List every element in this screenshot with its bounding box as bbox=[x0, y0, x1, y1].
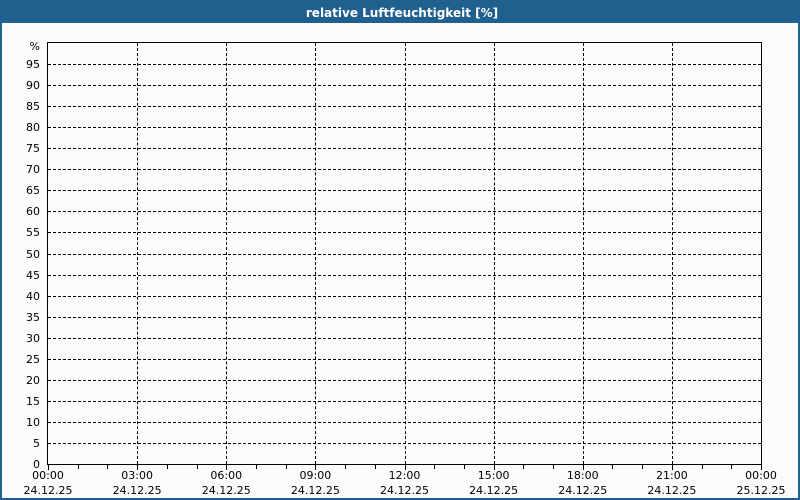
x-tick-minor bbox=[612, 465, 614, 469]
y-tick-label: 20 bbox=[26, 373, 40, 387]
y-tick-label: 40 bbox=[26, 289, 40, 303]
y-tick-label: 75 bbox=[26, 142, 40, 156]
x-tick-label-date: 24.12.25 bbox=[290, 484, 340, 497]
x-tick-label: 00:00 25.12.25 bbox=[716, 468, 798, 498]
x-tick-label-date: 24.12.25 bbox=[112, 484, 162, 497]
x-tick-label-date: 24.12.25 bbox=[23, 484, 73, 497]
y-tick-label: 15 bbox=[26, 394, 40, 408]
y-axis: % 0 5 10 15 20 25 30 35 40 45 50 55 60 65 70 75 80 85 90 95 bbox=[2, 2, 47, 498]
x-axis-tick-marks bbox=[47, 465, 763, 471]
x-tick-label-time: 21:00 bbox=[656, 469, 688, 482]
x-tick-label-time: 09:00 bbox=[299, 469, 332, 482]
x-tick-major bbox=[582, 465, 584, 470]
y-tick-label: 80 bbox=[26, 121, 40, 135]
x-tick-label: 03:00 24.12.25 bbox=[92, 468, 182, 498]
x-tick-major bbox=[404, 465, 406, 470]
y-tick-label: 50 bbox=[26, 247, 40, 261]
gridline-vertical bbox=[671, 43, 673, 464]
gridline-vertical bbox=[404, 43, 406, 464]
x-tick-label-date: 25.12.25 bbox=[736, 484, 786, 497]
x-tick-label: 06:00 24.12.25 bbox=[181, 468, 271, 498]
x-tick-major bbox=[493, 465, 495, 470]
page-title: relative Luftfeuchtigkeit [%] bbox=[305, 5, 499, 20]
y-tick-label: 90 bbox=[26, 79, 40, 93]
y-tick-label: 25 bbox=[26, 352, 40, 366]
x-tick-label-date: 24.12.25 bbox=[380, 484, 429, 497]
x-tick-major bbox=[137, 465, 139, 470]
y-tick-label: 60 bbox=[26, 205, 40, 219]
x-tick-label: 18:00 24.12.25 bbox=[538, 468, 628, 498]
x-tick-minor bbox=[523, 465, 525, 469]
y-tick-label: 5 bbox=[33, 436, 40, 450]
y-tick-label: 70 bbox=[26, 163, 40, 177]
y-tick-label: 55 bbox=[26, 226, 40, 240]
x-tick-label-time: 15:00 bbox=[477, 469, 510, 482]
x-tick-major bbox=[226, 465, 228, 470]
gridline-vertical bbox=[582, 43, 584, 464]
x-tick-minor bbox=[255, 465, 257, 469]
x-tick-label-time: 12:00 bbox=[388, 469, 421, 482]
x-tick-minor bbox=[196, 465, 198, 469]
y-tick-label: 85 bbox=[26, 100, 40, 114]
x-tick-label-time: 06:00 bbox=[210, 469, 243, 482]
x-tick-major bbox=[761, 465, 762, 470]
x-tick-major bbox=[671, 465, 673, 470]
x-tick-minor bbox=[374, 465, 376, 469]
x-tick-label: 00:00 24.12.25 bbox=[3, 468, 93, 498]
gridline-vertical bbox=[226, 43, 228, 464]
gridline-vertical bbox=[137, 43, 139, 464]
x-tick-label-date: 24.12.25 bbox=[201, 484, 251, 497]
x-tick-minor bbox=[731, 465, 733, 469]
x-tick-label: 09:00 24.12.25 bbox=[270, 468, 360, 498]
plot-area bbox=[47, 42, 762, 465]
x-tick-minor bbox=[345, 465, 347, 469]
y-tick-label: 45 bbox=[26, 268, 40, 282]
y-tick-label: 0 bbox=[33, 458, 40, 471]
x-tick-minor bbox=[107, 465, 109, 469]
x-tick-minor bbox=[77, 465, 79, 469]
x-tick-minor bbox=[642, 465, 644, 469]
x-tick-label-date: 24.12.25 bbox=[558, 484, 608, 497]
y-tick-label: 30 bbox=[26, 331, 40, 345]
x-tick-label-time: 00:00 bbox=[745, 469, 777, 482]
x-tick-minor bbox=[553, 465, 555, 469]
x-tick-minor bbox=[434, 465, 436, 469]
x-tick-minor bbox=[166, 465, 168, 469]
x-tick-label-date: 24.12.25 bbox=[647, 484, 697, 497]
x-tick-minor bbox=[285, 465, 287, 469]
x-tick-label: 12:00 24.12.25 bbox=[360, 468, 450, 498]
y-tick-label: 10 bbox=[26, 415, 40, 429]
gridline-vertical bbox=[315, 43, 317, 464]
x-tick-label: 15:00 24.12.25 bbox=[449, 468, 539, 498]
y-tick-label: 95 bbox=[26, 58, 40, 72]
y-tick-label: 35 bbox=[26, 310, 40, 324]
x-tick-label-time: 03:00 bbox=[121, 469, 153, 482]
x-tick-label: 21:00 24.12.25 bbox=[627, 468, 717, 498]
x-tick-minor bbox=[701, 465, 703, 469]
window-title-bar: relative Luftfeuchtigkeit [%] bbox=[2, 2, 798, 23]
gridline-vertical bbox=[493, 43, 495, 464]
x-tick-label-time: 18:00 bbox=[566, 469, 599, 482]
x-axis-labels: 00:00 24.12.25 03:00 24.12.25 06:00 24.12.25 0… bbox=[2, 468, 798, 498]
x-tick-minor bbox=[463, 465, 465, 469]
x-tick-major bbox=[315, 465, 317, 470]
y-tick-label: 65 bbox=[26, 184, 40, 198]
x-tick-label-date: 24.12.25 bbox=[469, 484, 519, 497]
x-tick-major bbox=[48, 465, 49, 470]
x-tick-label-time: 00:00 bbox=[32, 469, 64, 482]
y-axis-unit-label: % bbox=[29, 40, 40, 53]
